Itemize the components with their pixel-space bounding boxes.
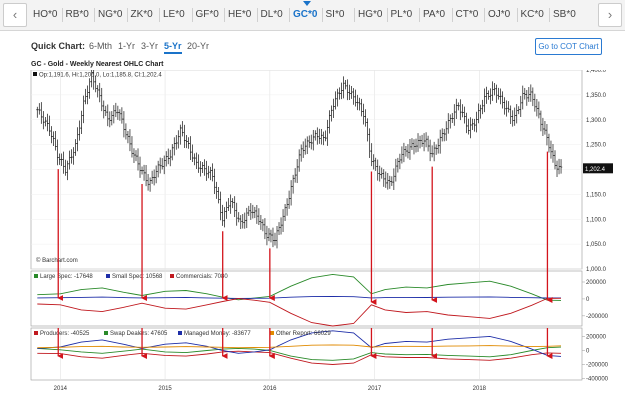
last-price-tag (583, 163, 613, 174)
cot1-legend-swatch (170, 274, 174, 278)
tab-divider (289, 8, 290, 22)
cot2-legend-label: Producers: -40525 (40, 331, 90, 337)
go-to-cot-chart-button[interactable]: Go to COT Chart (535, 38, 602, 55)
price-tick-label: 1,400.0 (586, 70, 607, 74)
symbol-tab-pa0[interactable]: PA*0 (423, 9, 446, 20)
symbol-tab-ct0[interactable]: CT*0 (455, 9, 479, 20)
price-tick-label: 1,250.0 (586, 143, 607, 149)
symbol-tab-gc0[interactable]: GC*0 (293, 9, 318, 20)
cot2-legend-swatch (270, 331, 274, 335)
cot2-tick-label: -400000 (586, 377, 609, 383)
tab-divider (419, 8, 420, 22)
year-tick-label: 2016 (263, 386, 277, 392)
tab-divider (61, 8, 63, 22)
year-tick-label: 2015 (158, 386, 172, 392)
cot2-legend-label: Swap Dealers: 47605 (110, 331, 168, 337)
cot2-series-line (37, 350, 562, 365)
year-tick-label: 2018 (473, 386, 487, 392)
period-6-mth[interactable]: 6-Mth (89, 41, 113, 51)
tab-divider (256, 8, 258, 22)
cot1-tick-label: -200000 (586, 314, 609, 320)
tab-divider (386, 8, 388, 22)
scroll-right-button[interactable]: › (598, 3, 622, 27)
price-tick-label: 1,000.0 (586, 267, 607, 273)
cot2-series-line (37, 344, 562, 349)
last-price-label: 1,202.4 (585, 167, 606, 173)
price-tick-label: 1,150.0 (586, 192, 607, 198)
scroll-left-button[interactable]: ‹ (3, 3, 27, 27)
tab-divider (516, 8, 518, 22)
price-tick-label: 1,300.0 (586, 118, 607, 124)
panel-frame-3 (30, 327, 583, 381)
cot2-legend-label: Other Report: 66029 (276, 331, 331, 337)
chart-area: 1,400.01,350.01,300.01,250.01,200.01,150… (30, 70, 613, 392)
cot2-legend-swatch (178, 331, 182, 335)
price-tick-label: 1,100.0 (586, 217, 607, 223)
symbol-tab-le0[interactable]: LE*0 (163, 9, 185, 20)
tab-divider (94, 8, 95, 22)
period-3-yr[interactable]: 3-Yr (141, 41, 159, 51)
cot1-legend-label: Large Spec: -17648 (40, 274, 93, 280)
tab-divider (451, 8, 453, 22)
price-tick-label: 1,350.0 (586, 93, 607, 99)
year-tick-label: 2017 (368, 386, 382, 392)
symbol-tab-rb0[interactable]: RB*0 (65, 9, 89, 20)
barchart-watermark: © Barchart.com (36, 257, 78, 264)
cot2-legend-label: Managed Money: -83677 (184, 331, 251, 337)
cot1-legend-swatch (106, 274, 110, 278)
chart-title: GC - Gold - Weekly Nearest OHLC Chart (31, 61, 164, 68)
cot2-tick-label: 200000 (586, 334, 607, 340)
cot2-series-line (37, 346, 562, 361)
year-tick-label: 2014 (54, 386, 68, 392)
tab-divider (126, 8, 128, 22)
cot1-series-line (37, 297, 562, 327)
cot1-series-line (37, 295, 561, 299)
cot1-tick-label: 0 (586, 297, 590, 303)
ohlc-legend-swatch (33, 72, 37, 76)
symbol-tab-hg0[interactable]: HG*0 (358, 9, 383, 20)
quick-chart-label: Quick Chart: (31, 41, 86, 51)
cot1-tick-label: 200000 (586, 280, 607, 286)
symbol-tab-oj0[interactable]: OJ*0 (488, 9, 511, 20)
active-tab-caret-icon (303, 1, 311, 6)
symbol-tab-ho0[interactable]: HO*0 (33, 9, 58, 20)
tab-divider (484, 8, 485, 22)
chevron-right-icon: › (607, 7, 613, 22)
symbol-tab-gf0[interactable]: GF*0 (195, 9, 219, 20)
symbol-tab-si0[interactable]: SI*0 (325, 9, 345, 20)
symbol-tab-he0[interactable]: HE*0 (228, 9, 252, 20)
cot2-legend-swatch (34, 331, 38, 335)
chevron-left-icon: ‹ (12, 7, 18, 22)
cot2-series-line (37, 330, 562, 357)
symbol-tab-kc0[interactable]: KC*0 (520, 9, 544, 20)
tab-divider (321, 8, 323, 22)
cot1-legend-label: Commercials: 7080 (176, 274, 228, 280)
tab-divider (191, 8, 193, 22)
cot2-tick-label: 0 (586, 348, 590, 354)
period-5-yr[interactable]: 5-Yr (164, 41, 182, 54)
cot1-legend-label: Small Spec: 10568 (112, 274, 163, 280)
symbol-tab-zk0[interactable]: ZK*0 (130, 9, 153, 20)
period-1-yr[interactable]: 1-Yr (118, 41, 136, 51)
tab-divider (354, 8, 355, 22)
cot2-tick-label: -200000 (586, 363, 609, 369)
cot1-series-line (37, 273, 562, 301)
cot2-legend-swatch (104, 331, 108, 335)
symbol-tab-bar: ‹ HO*0 RB*0 NG*0 ZK*0 LE*0 GF*0 HE*0 DL*0 GC*0 SI… (0, 0, 625, 31)
ohlc-values-label: Op:1,191.6, Hi:1,206.0, Lo:1,185.8, Cl:1… (39, 73, 162, 79)
quick-chart-toolbar: Quick Chart: 6-Mth 1-Yr 3-Yr 5-Yr 20-Yr Go t… (0, 31, 625, 59)
symbol-tab-pl0[interactable]: PL*0 (390, 9, 413, 20)
tab-divider (549, 8, 550, 22)
symbol-tab-sb0[interactable]: SB*0 (553, 9, 576, 20)
period-20-yr[interactable]: 20-Yr (187, 41, 210, 51)
price-tick-label: 1,050.0 (586, 242, 607, 248)
symbol-tab-dl0[interactable]: DL*0 (260, 9, 283, 20)
symbol-tab-ng0[interactable]: NG*0 (98, 9, 123, 20)
tab-divider (159, 8, 160, 22)
cot1-legend-swatch (34, 274, 38, 278)
tab-divider (224, 8, 225, 22)
